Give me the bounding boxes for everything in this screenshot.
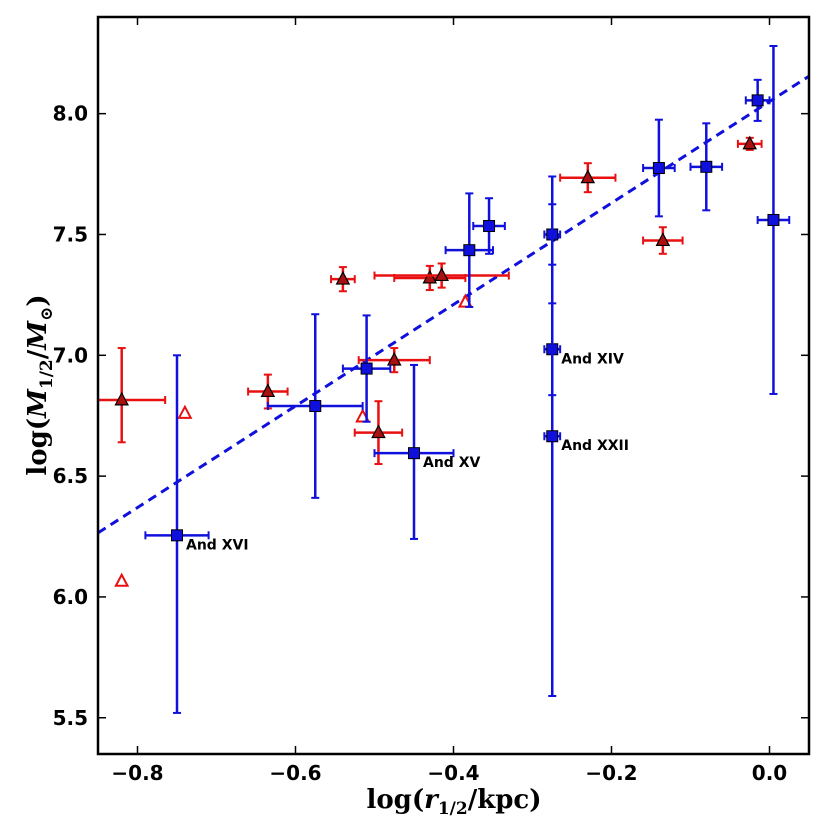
point-annotation: And XVI	[186, 537, 249, 553]
red-triangle-point	[580, 169, 596, 184]
y-tick-label: 5.5	[53, 706, 88, 730]
red-open-triangle-point	[177, 404, 193, 419]
blue-square-point	[360, 362, 373, 375]
blue-square-point	[408, 447, 420, 460]
y-tick-label: 8.0	[53, 102, 88, 126]
point-annotation: And XXII	[561, 438, 629, 454]
point-annotation: And XV	[423, 455, 480, 471]
red-triangle-point	[260, 383, 276, 398]
point-annotation: And XIV	[561, 351, 624, 367]
red-triangle-point	[335, 270, 351, 285]
blue-square-point	[483, 220, 496, 233]
blue-square-point	[652, 162, 665, 175]
y-tick-label: 7.5	[53, 222, 88, 246]
red-triangle-point	[386, 351, 402, 366]
y-tick-label: 6.0	[53, 585, 88, 609]
x-tick-label: −0.6	[269, 761, 321, 785]
red-triangle-point	[742, 135, 758, 150]
x-tick-label: −0.2	[585, 761, 637, 785]
blue-square-point	[767, 213, 780, 226]
red-triangle-point	[114, 391, 129, 406]
blue-square-point	[463, 244, 476, 257]
red-open-triangle-point	[114, 572, 130, 587]
x-tick-label: 0.0	[752, 761, 787, 785]
fit-line	[98, 74, 809, 535]
blue-square-point	[751, 94, 764, 107]
blue-square-point	[171, 529, 183, 542]
blue-square-point	[546, 430, 559, 443]
y-tick-label: 6.5	[53, 464, 88, 488]
x-axis-title: log(r1/2/kpc)	[366, 785, 541, 819]
blue-square-point	[309, 400, 322, 413]
blue-square-point	[700, 160, 713, 173]
red-triangle-point	[434, 267, 449, 282]
red-triangle-point	[655, 232, 671, 247]
y-tick-label: 7.0	[53, 343, 88, 367]
red-triangle-point	[422, 269, 438, 284]
red-triangle-point	[371, 424, 386, 439]
x-tick-label: −0.8	[111, 761, 163, 785]
x-tick-label: −0.4	[427, 761, 479, 785]
